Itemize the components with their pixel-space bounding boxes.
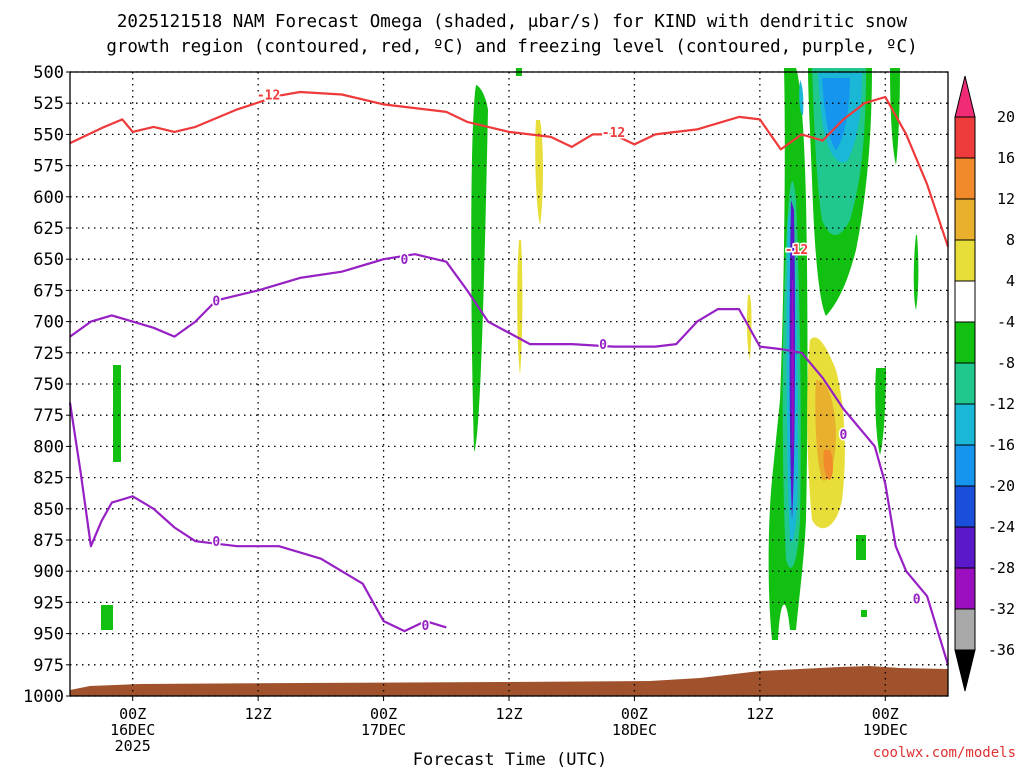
y-tick-label-575: 575	[33, 157, 64, 177]
colorbar-cell-10	[954, 485, 976, 528]
x-tick-label-54-1: 18DEC	[612, 721, 657, 739]
x-tick-label-6-0: 00Z	[119, 705, 146, 723]
colorbar-cell-0	[954, 75, 976, 118]
omega-shade-23	[856, 535, 866, 560]
x-tick-label-6-2: 2025	[115, 737, 151, 755]
colorbar-cell-13	[954, 608, 976, 651]
colorbar-label-6: -8	[997, 354, 1015, 372]
y-tick-label-650: 650	[33, 250, 64, 270]
x-tick-label-54-0: 00Z	[621, 705, 648, 723]
y-tick-label-875: 875	[33, 531, 64, 551]
y-tick-label-1000: 1000	[23, 687, 64, 707]
x-tick-label-18-0: 12Z	[245, 705, 272, 723]
colorbar-cell-4	[954, 239, 976, 282]
contour-label-2: -12	[785, 243, 808, 258]
plot-area: -12 -12 -12 0 0 0 0 0 0 0 500 525 550 575 600 625 650 675…	[23, 63, 1015, 755]
omega-shade-3	[535, 120, 543, 225]
omega-shade-17	[913, 235, 919, 310]
colorbar-cell-14	[954, 649, 976, 692]
x-tick-label-42-0: 12Z	[495, 705, 522, 723]
contour-line-1	[69, 253, 950, 666]
y-tick-label-675: 675	[33, 281, 64, 301]
contour-label-4: 0	[401, 253, 409, 268]
x-tick-label-30-0: 00Z	[370, 705, 397, 723]
x-tick-label-78-1: 19DEC	[863, 721, 908, 739]
contour-label-7: 0	[212, 535, 220, 550]
y-tick-label-750: 750	[33, 375, 64, 395]
colorbar-cell-6	[954, 321, 976, 364]
contour-label-1: -12	[602, 126, 625, 141]
y-tick-label-700: 700	[33, 313, 64, 333]
y-tick-label-725: 725	[33, 344, 64, 364]
x-axis-label: Forecast Time (UTC)	[413, 750, 607, 768]
colorbar-cell-12	[954, 567, 976, 610]
omega-shade-1	[101, 605, 113, 630]
chart-title-line2: growth region (contoured, red, ºC) and f…	[106, 37, 917, 57]
colorbar-label-9: -20	[988, 477, 1015, 495]
colorbar-cell-7	[954, 362, 976, 405]
colorbar-cell-9	[954, 444, 976, 487]
y-tick-label-525: 525	[33, 94, 64, 114]
x-tick-label-78-0: 00Z	[872, 705, 899, 723]
colorbar-cell-11	[954, 526, 976, 569]
omega-shade-0	[113, 365, 121, 462]
colorbar-label-2: 12	[997, 190, 1015, 208]
x-tick-label-6-1: 16DEC	[110, 721, 155, 739]
contour-label-9: 0	[913, 593, 921, 608]
chart-title-line1: 2025121518 NAM Forecast Omega (shaded, μ…	[117, 12, 908, 32]
omega-shade-24	[861, 610, 867, 617]
y-tick-label-550: 550	[33, 125, 64, 145]
colorbar-cell-8	[954, 403, 976, 446]
colorbar-label-13: -36	[988, 641, 1015, 659]
y-tick-label-825: 825	[33, 469, 64, 489]
terrain-ground	[70, 666, 948, 696]
omega-shade-2	[471, 85, 488, 452]
colorbar-label-12: -32	[988, 600, 1015, 618]
x-tick-label-66-0: 12Z	[746, 705, 773, 723]
y-tick-label-900: 900	[33, 562, 64, 582]
colorbar-label-3: 8	[1006, 231, 1015, 249]
colorbar-cell-1	[954, 116, 976, 159]
y-tick-label-925: 925	[33, 593, 64, 613]
contour-line-0	[69, 90, 950, 248]
omega-shade-21	[823, 450, 833, 480]
omega-shade-11	[791, 280, 794, 460]
y-tick-label-800: 800	[33, 437, 64, 457]
colorbar-cell-2	[954, 157, 976, 200]
y-tick-label-950: 950	[33, 625, 64, 645]
colorbar-label-4: 4	[1006, 272, 1015, 290]
omega-shade-18	[799, 80, 804, 115]
y-tick-label-600: 600	[33, 188, 64, 208]
colorbar-label-10: -24	[988, 518, 1015, 536]
y-tick-label-975: 975	[33, 656, 64, 676]
colorbar-label-7: -12	[988, 395, 1015, 413]
credit-text: coolwx.com/models	[873, 745, 1016, 761]
colorbar-cell-5	[954, 280, 976, 323]
colorbar-label-5: -4	[997, 313, 1015, 331]
omega-shade-4	[517, 240, 523, 375]
y-tick-label-850: 850	[33, 500, 64, 520]
contour-label-6: 0	[840, 428, 848, 443]
omega-shade-22	[875, 368, 886, 455]
y-tick-label-775: 775	[33, 406, 64, 426]
omega-shade-15	[822, 78, 850, 150]
colorbar-label-11: -28	[988, 559, 1015, 577]
colorbar-label-0: 20	[997, 108, 1015, 126]
colorbar-cell-3	[954, 198, 976, 241]
colorbar: 20 16 12 8 4 -4 -8 -12 -16 -20 -24 -28 -32 -36	[954, 75, 1015, 692]
contour-line-2	[68, 402, 447, 633]
contour-label-3: 0	[212, 294, 220, 309]
colorbar-label-8: -16	[988, 436, 1015, 454]
contour-label-5: 0	[599, 338, 607, 353]
x-tick-label-30-1: 17DEC	[361, 721, 406, 739]
contour-label-8: 0	[421, 619, 429, 634]
y-tick-label-625: 625	[33, 219, 64, 239]
y-tick-label-500: 500	[33, 63, 64, 83]
colorbar-label-1: 16	[997, 149, 1015, 167]
contour-label-0: -12	[257, 88, 280, 103]
